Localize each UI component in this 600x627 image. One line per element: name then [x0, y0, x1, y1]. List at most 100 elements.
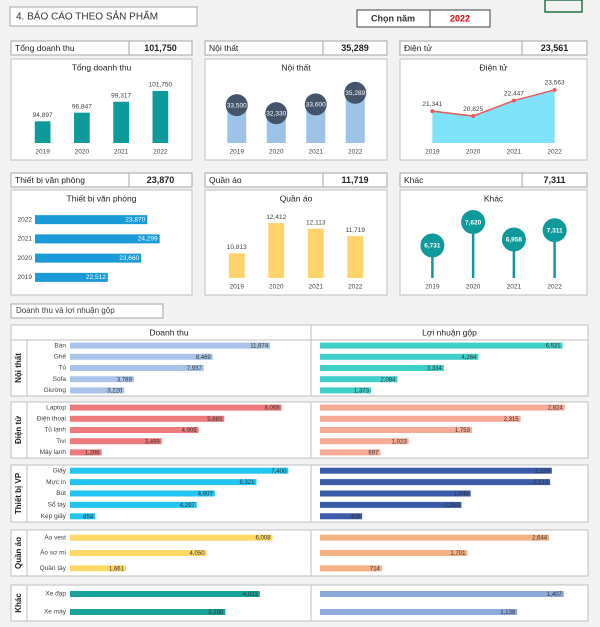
value-label: 2,213 [533, 480, 549, 486]
value-label: 8,068 [265, 406, 281, 412]
bar [320, 479, 551, 486]
category-label: Áo sơ mi [40, 548, 66, 557]
bar [70, 342, 271, 349]
category-label: Tủ [58, 364, 66, 372]
x-tick-label: 2021 [309, 149, 324, 156]
kpi-label: Điện tử [404, 43, 432, 53]
x-tick-label: 2021 [309, 284, 324, 291]
value-label: 3,290 [208, 610, 224, 616]
bar [268, 223, 285, 278]
group-label: Khác [14, 593, 23, 613]
value-label: 11,719 [346, 227, 366, 234]
value-label: 7,937 [187, 366, 203, 372]
selected-cell [544, 0, 583, 13]
value-label: 7,311 [547, 227, 563, 234]
bar [320, 427, 472, 433]
group-label: Thiết bị VP [14, 472, 23, 514]
section-box [10, 303, 164, 319]
category-label: Xe đạp [45, 591, 66, 598]
x-tick-label: 2020 [269, 149, 284, 156]
header-row [10, 324, 589, 341]
value-label: 4,297 [180, 503, 196, 509]
category-label: Ghế [54, 352, 67, 361]
column-title: Lợi nhuận gộp [422, 327, 477, 337]
value-label: 6,531 [546, 344, 562, 350]
bar [70, 449, 102, 456]
bar [152, 90, 169, 143]
bar [320, 467, 552, 474]
kpi-label: Nội thất [209, 43, 239, 53]
value-label: 3,789 [117, 377, 133, 383]
area [432, 89, 555, 143]
bar [70, 438, 162, 445]
category-label: Kẹp giấy [41, 511, 67, 520]
value-label: 94,897 [33, 112, 53, 119]
bar [35, 253, 142, 263]
chart-title: Điện tử [480, 62, 508, 72]
point [552, 87, 557, 92]
bar [345, 92, 365, 143]
value-label: 3,220 [107, 388, 123, 394]
bar [70, 467, 289, 474]
head [542, 218, 567, 243]
bar [228, 253, 245, 278]
value-label: 4,050 [190, 551, 206, 557]
bar [320, 501, 462, 508]
bar [320, 376, 398, 383]
page-title: 4. BÁO CÁO THEO SẢN PHẨM [16, 10, 158, 23]
x-tick-label: 2022 [547, 284, 562, 291]
value-label: 405 [350, 514, 361, 520]
value-label: 24,299 [138, 236, 158, 243]
group-label: Nội thất [14, 353, 23, 383]
category-label: Quần tây [40, 563, 67, 572]
kpi-box [204, 172, 388, 188]
value-label: 10,813 [227, 244, 247, 251]
bar [307, 228, 324, 278]
bar [70, 490, 215, 497]
bar [320, 353, 479, 360]
x-tick-label: 2020 [75, 149, 90, 156]
value-label: 12,113 [306, 219, 326, 226]
value-label: 697 [368, 450, 379, 456]
x-tick-label: 2019 [35, 149, 50, 156]
value-label: 6,321 [239, 480, 255, 486]
kpi-label: Khác [404, 175, 424, 185]
chart-title: Khác [484, 193, 504, 203]
bar [70, 365, 204, 371]
category-label: Áo vest [44, 532, 66, 541]
value-label: 2,229 [535, 469, 551, 475]
section-title: Doanh thu và lợi nhuận gộp [16, 306, 115, 315]
year-value[interactable]: 2022 [450, 13, 470, 23]
bar [320, 609, 518, 615]
x-tick-label: 2021 [507, 149, 522, 156]
x-tick-label: 2022 [153, 149, 168, 156]
value-label: 5,883 [207, 417, 223, 423]
value-label: 99,317 [111, 92, 131, 99]
value-label: 2,824 [548, 406, 564, 412]
y-tick-label: 2021 [18, 236, 33, 243]
category-label: Mực in [46, 479, 66, 486]
x-tick-label: 2021 [114, 149, 129, 156]
kpi-value: 23,561 [541, 43, 569, 53]
value-label: 6,958 [506, 237, 523, 244]
label-badge [344, 81, 367, 104]
kpi-box [399, 40, 588, 56]
label-badge [304, 93, 327, 116]
bar [320, 513, 363, 520]
value-label: 101,750 [149, 82, 173, 89]
kpi-value: 101,750 [144, 43, 177, 53]
bar [35, 234, 160, 244]
category-label: Bàn [54, 342, 66, 349]
bar [70, 534, 273, 541]
value-label: 12,412 [266, 214, 286, 221]
x-tick-label: 2019 [425, 284, 440, 291]
category-label: Giường [44, 387, 67, 394]
value-label: 1,023 [392, 439, 408, 445]
x-tick-label: 2022 [348, 284, 363, 291]
year-box[interactable] [356, 9, 491, 28]
value-label: 21,341 [422, 101, 442, 108]
x-tick-label: 2020 [466, 149, 481, 156]
value-label: 32,330 [266, 110, 286, 117]
chart-title: Thiết bị văn phòng [67, 193, 137, 203]
bar [320, 490, 471, 497]
